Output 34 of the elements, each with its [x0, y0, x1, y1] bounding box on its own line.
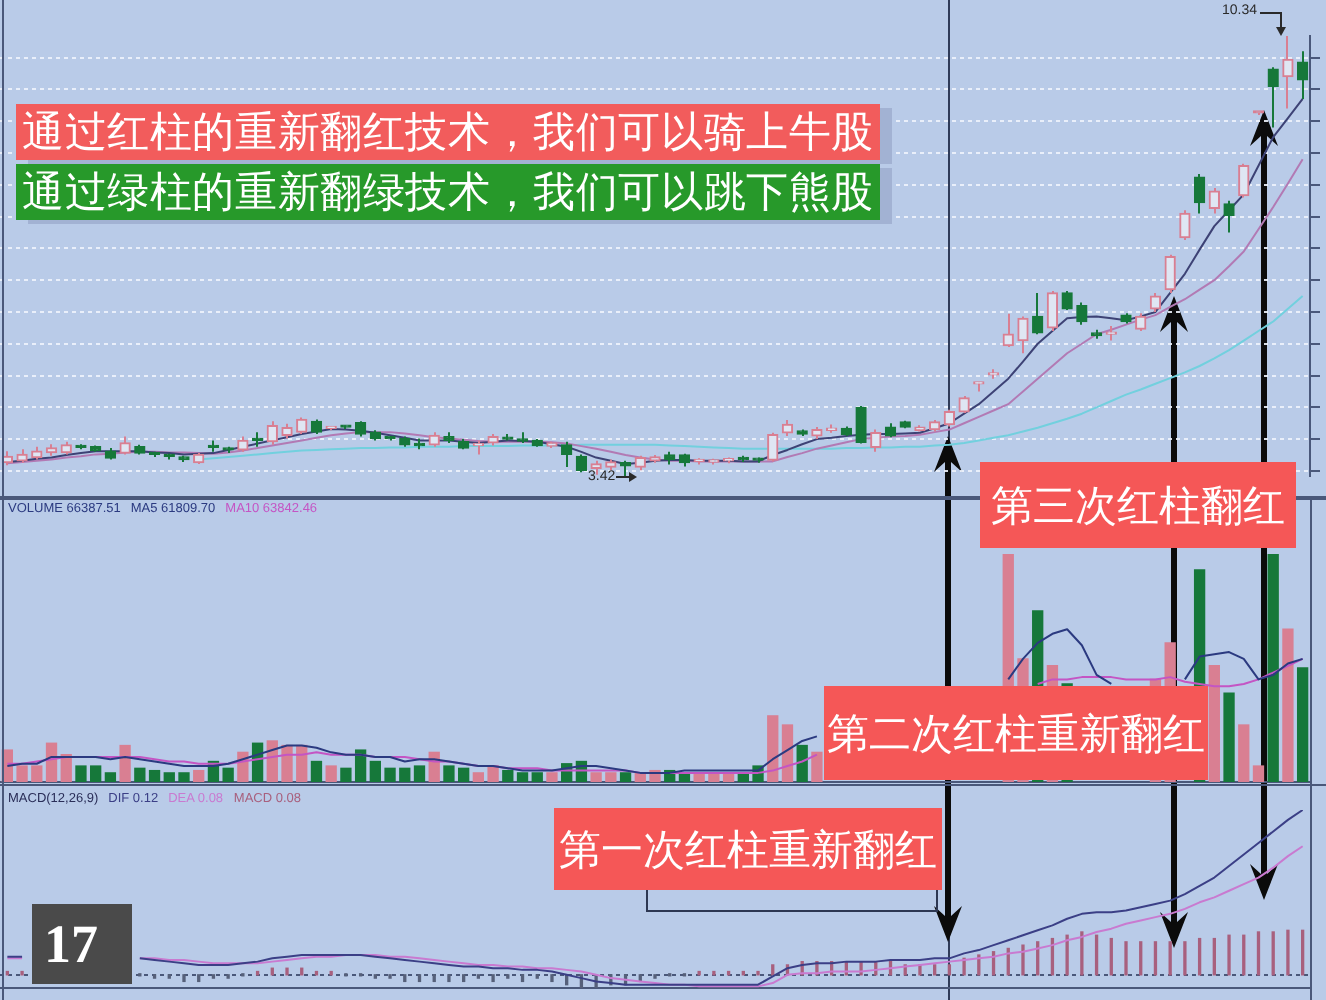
bar [134, 767, 146, 782]
badge: 17 [32, 904, 132, 984]
bar [325, 765, 337, 782]
bar [1223, 692, 1235, 782]
bar [60, 753, 72, 782]
label-box: 第三次红柱翻红 [980, 462, 1296, 548]
bar [193, 769, 205, 782]
bar [1296, 667, 1309, 782]
bar [1252, 765, 1265, 782]
bar [1282, 628, 1294, 782]
bar [1238, 724, 1250, 782]
annotation: 第二次红柱重新翻红 [827, 707, 1205, 761]
title-banner: 通过红柱的重新翻红技术，我们可以骑上牛股 [16, 104, 880, 160]
bar [1208, 665, 1220, 782]
label-box: 第一次红柱重新翻红 [554, 808, 942, 890]
bar [546, 772, 558, 782]
bar [516, 772, 529, 782]
bar [502, 769, 514, 782]
bar [148, 769, 161, 782]
bar [413, 765, 426, 782]
bar [619, 772, 632, 782]
bar [811, 751, 823, 782]
bar [104, 772, 117, 782]
annotation: 17 [44, 913, 98, 975]
bar [310, 760, 323, 782]
bar [781, 724, 794, 782]
bar [531, 772, 543, 782]
bar [119, 744, 131, 782]
bar [1267, 554, 1279, 782]
title-banner: 通过绿柱的重新翻绿技术，我们可以跳下熊股 [16, 164, 880, 220]
label-box: 第二次红柱重新翻红 [824, 686, 1208, 780]
annotation: 第一次红柱重新翻红 [559, 823, 937, 877]
bar [796, 744, 808, 782]
bar [767, 715, 779, 782]
